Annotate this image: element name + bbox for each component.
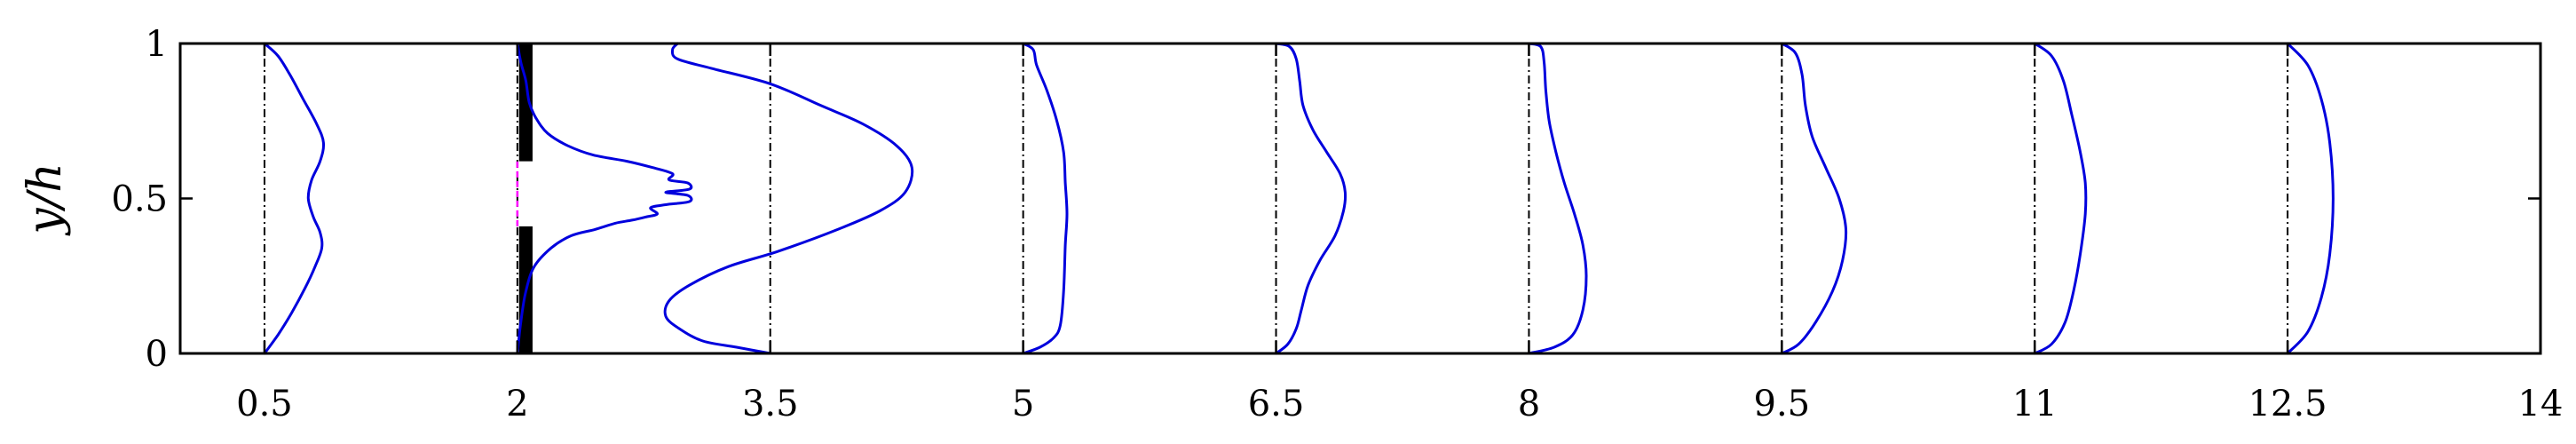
profiles-layer (263, 42, 2335, 355)
x-tick-label-7: 11 (2012, 384, 2058, 424)
velocity-profile-3 (1022, 42, 1069, 355)
y-tick-label-0: 0 (146, 334, 168, 375)
ticks-layer: 0.5 2 3.5 5 6.5 8 9.5 11 12.5 14 0 0.5 1 (111, 24, 2563, 424)
y-axis-label: y/h (19, 163, 72, 235)
y-tick-label-1: 0.5 (111, 179, 168, 220)
velocity-profile-7 (2033, 42, 2088, 355)
x-tick-label-8: 12.5 (2248, 384, 2327, 424)
x-tick-label-0: 0.5 (236, 384, 293, 424)
x-tick-label-3: 5 (1012, 384, 1034, 424)
y-tick-label-2: 1 (146, 24, 168, 65)
velocity-profile-4 (1275, 42, 1347, 355)
obstacle-layer (516, 44, 533, 353)
reference-lines-layer (263, 44, 2289, 353)
velocity-profile-6 (1780, 42, 1848, 355)
velocity-profile-5 (1527, 42, 1588, 355)
velocity-profile-0 (263, 42, 326, 355)
velocity-profile-1 (516, 42, 693, 355)
x-tick-label-6: 9.5 (1754, 384, 1811, 424)
x-tick-label-9: 14 (2518, 384, 2564, 424)
velocity-profile-2 (663, 42, 914, 355)
x-tick-label-5: 8 (1518, 384, 1540, 424)
x-tick-label-4: 6.5 (1248, 384, 1305, 424)
x-tick-label-1: 2 (506, 384, 528, 424)
velocity-profile-8 (2286, 42, 2335, 355)
x-tick-label-2: 3.5 (742, 384, 799, 424)
plot-frame (178, 42, 2542, 355)
